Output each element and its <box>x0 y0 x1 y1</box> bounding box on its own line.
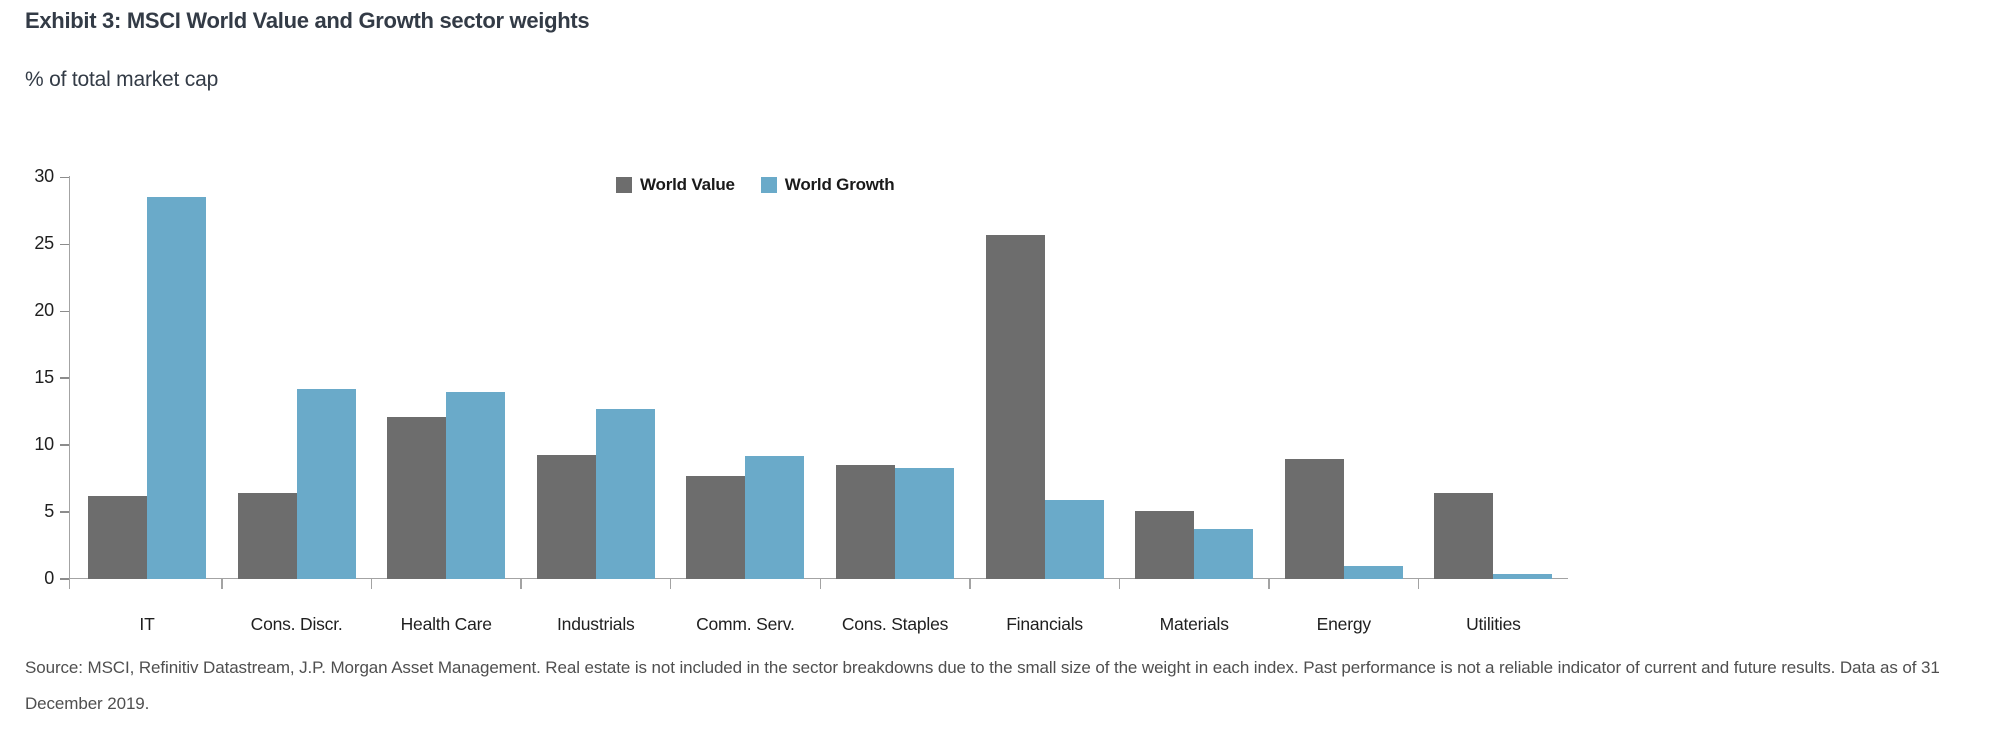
y-axis-tick-label: 30 <box>34 166 54 187</box>
bar-utilities-world-value <box>1434 493 1494 579</box>
legend-item-world-growth: World Growth <box>760 175 895 195</box>
bar-industrials-world-growth <box>595 408 655 579</box>
bar-financials-world-value <box>985 234 1045 579</box>
x-axis-boundary-tick <box>1118 578 1121 589</box>
y-axis-tick-label: 5 <box>44 501 54 522</box>
bar-cons-discr-world-value <box>237 493 297 579</box>
x-axis-category-label: Industrials <box>557 614 635 634</box>
bar-it-world-value <box>88 496 147 579</box>
bar-industrials-world-value <box>536 454 596 579</box>
y-axis-tick <box>60 377 69 379</box>
x-axis-boundary-tick <box>669 578 672 589</box>
chart-legend: World Value World Growth <box>616 175 895 195</box>
legend-label-world-value: World Value <box>640 175 735 194</box>
y-axis-tick <box>60 511 69 513</box>
y-axis-tick <box>60 176 69 179</box>
legend-label-world-growth: World Growth <box>784 175 895 194</box>
source-note: Source: MSCI, Refinitiv Datastream, J.P.… <box>25 658 1940 713</box>
x-axis-boundary-tick <box>1417 578 1420 589</box>
y-axis-tick-label: 0 <box>44 568 54 588</box>
x-axis-category-label: Financials <box>1006 614 1083 634</box>
y-axis-unit-label: % of total market cap <box>25 68 219 91</box>
bar-comm-serv-world-growth <box>745 455 805 579</box>
legend-swatch-world-value <box>616 177 632 193</box>
y-axis-tick <box>60 310 69 312</box>
bar-it-world-growth <box>147 197 206 579</box>
bar-health-care-world-value <box>387 417 447 579</box>
x-axis-boundary-tick <box>819 578 821 589</box>
y-axis-tick-label: 20 <box>34 300 54 321</box>
bar-comm-serv-world-value <box>686 475 746 579</box>
bar-energy-world-growth <box>1343 565 1403 579</box>
x-axis-category-label: Energy <box>1316 614 1371 634</box>
bar-materials-world-growth <box>1194 529 1254 579</box>
x-axis-boundary-tick <box>221 578 223 589</box>
x-axis-boundary-tick <box>520 578 522 589</box>
bar-cons-staples-world-value <box>836 465 895 579</box>
legend-swatch-world-growth <box>760 177 777 193</box>
bar-cons-staples-world-growth <box>895 467 954 579</box>
x-axis-category-label: Cons. Staples <box>841 614 949 634</box>
bar-financials-world-growth <box>1044 500 1104 579</box>
x-axis-boundary-tick <box>1268 578 1270 589</box>
y-axis-tick-label: 15 <box>34 367 54 388</box>
x-axis-category-label: Utilities <box>1466 614 1521 634</box>
x-axis-line <box>70 577 1568 579</box>
x-axis-category-label: Cons. Discr. <box>250 614 343 634</box>
y-axis-tick <box>60 243 69 246</box>
y-axis-tick <box>60 444 69 446</box>
y-axis-line <box>68 176 70 589</box>
x-axis-boundary-tick <box>969 578 971 589</box>
bar-cons-discr-world-growth <box>296 388 356 579</box>
x-axis-category-label: Materials <box>1159 614 1229 634</box>
x-axis-category-label: Comm. Serv. <box>696 614 795 634</box>
x-axis-category-label: IT <box>139 614 155 634</box>
bar-health-care-world-growth <box>446 391 506 579</box>
x-axis-boundary-tick <box>370 578 373 589</box>
y-axis-tick-label: 10 <box>34 434 54 455</box>
y-axis-tick-label: 25 <box>34 233 54 254</box>
x-axis-category-label: Health Care <box>400 614 492 634</box>
bar-materials-world-value <box>1135 510 1195 579</box>
legend-item-world-value: World Value <box>616 175 735 195</box>
bar-energy-world-value <box>1284 458 1344 579</box>
bar-utilities-world-growth <box>1493 573 1553 579</box>
exhibit-title: Exhibit 3: MSCI World Value and Growth s… <box>25 8 590 33</box>
y-axis-tick <box>60 578 69 580</box>
